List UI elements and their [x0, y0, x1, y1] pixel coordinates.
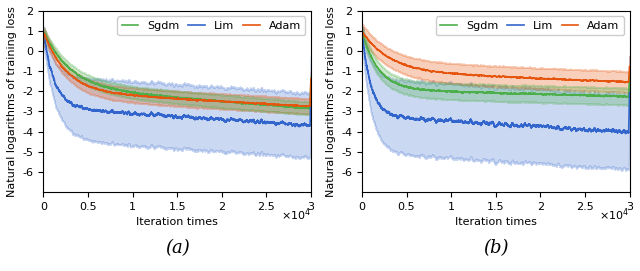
Adam — [422, 69, 430, 72]
Line: Lim: Lim — [362, 39, 630, 134]
Adam — [40, 32, 48, 35]
Text: $\times10^{4}$: $\times10^{4}$ — [600, 206, 630, 223]
Sgdm — [417, 88, 424, 91]
Sgdm — [422, 88, 430, 92]
Adam — [590, 79, 598, 82]
Lim — [626, 91, 634, 94]
Legend: Sgdm, Lim, Adam: Sgdm, Lim, Adam — [436, 17, 624, 36]
Adam — [367, 41, 374, 44]
Adam — [104, 90, 111, 93]
Sgdm — [181, 96, 189, 100]
Adam — [181, 97, 189, 101]
Lim — [387, 112, 395, 116]
Lim — [590, 127, 598, 131]
Adam — [387, 57, 395, 60]
Lim — [98, 110, 106, 114]
Sgdm — [98, 84, 106, 87]
Adam — [621, 81, 629, 84]
Sgdm — [626, 73, 634, 76]
Lim — [367, 82, 374, 85]
Lim — [422, 119, 430, 122]
Sgdm — [307, 78, 315, 82]
Adam — [48, 49, 56, 52]
Adam — [359, 31, 367, 34]
Text: $\times10^{4}$: $\times10^{4}$ — [281, 206, 311, 223]
Line: Lim: Lim — [44, 37, 311, 127]
Sgdm — [623, 95, 630, 99]
Lim — [271, 122, 279, 125]
Lim — [40, 36, 48, 39]
Line: Adam: Adam — [362, 32, 630, 83]
Adam — [500, 75, 508, 78]
Legend: Sgdm, Lim, Adam: Sgdm, Lim, Adam — [117, 17, 305, 36]
Lim — [358, 42, 366, 45]
Sgdm — [500, 92, 508, 95]
Sgdm — [271, 104, 279, 107]
Lim — [621, 132, 629, 135]
Sgdm — [40, 31, 48, 35]
Line: Sgdm: Sgdm — [44, 33, 311, 108]
Sgdm — [358, 40, 366, 43]
Sgdm — [387, 79, 395, 83]
X-axis label: Iteration times: Iteration times — [455, 217, 537, 227]
Sgdm — [367, 53, 374, 57]
Line: Sgdm: Sgdm — [362, 34, 630, 97]
Text: (b): (b) — [483, 239, 509, 257]
Adam — [626, 65, 634, 68]
Lim — [359, 38, 367, 41]
Lim — [307, 87, 315, 90]
Sgdm — [68, 69, 76, 72]
Sgdm — [359, 32, 367, 36]
Adam — [68, 75, 76, 78]
X-axis label: Iteration times: Iteration times — [136, 217, 218, 227]
Lim — [295, 125, 303, 128]
Sgdm — [40, 40, 47, 43]
Y-axis label: Natural logarithms of training loss: Natural logarithms of training loss — [7, 6, 17, 197]
Adam — [307, 77, 315, 80]
Y-axis label: Natural logarithms of training loss: Natural logarithms of training loss — [326, 6, 335, 197]
Lim — [48, 70, 56, 74]
Adam — [40, 40, 47, 44]
Lim — [68, 104, 76, 107]
Adam — [417, 67, 424, 70]
Lim — [181, 115, 189, 118]
Text: (a): (a) — [164, 239, 189, 257]
Lim — [40, 41, 47, 44]
Adam — [358, 40, 366, 43]
Adam — [98, 89, 106, 92]
Line: Adam: Adam — [44, 33, 311, 107]
Lim — [500, 124, 508, 127]
Adam — [271, 103, 279, 106]
Lim — [417, 116, 424, 119]
Adam — [303, 105, 310, 108]
Sgdm — [48, 45, 56, 48]
Sgdm — [306, 107, 314, 110]
Lim — [104, 111, 111, 114]
Sgdm — [590, 94, 598, 97]
Sgdm — [104, 86, 111, 89]
